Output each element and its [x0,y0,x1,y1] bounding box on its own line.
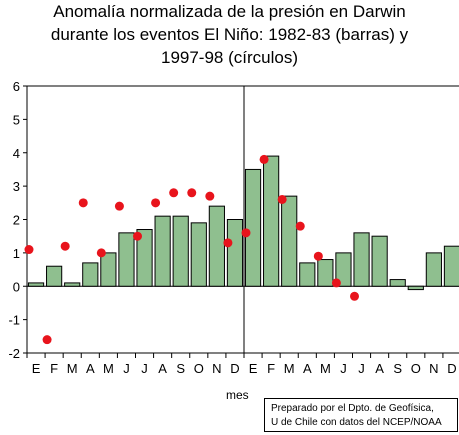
bar-1982-83 [118,232,135,287]
dot-1997-98 [223,238,233,248]
x-tick-label: J [340,361,347,376]
dot-1997-98 [241,228,251,238]
x-tick-label: J [358,361,365,376]
bar-1982-83 [100,252,117,287]
dot-1997-98 [259,154,269,164]
x-tick-label: N [429,361,438,376]
dot-1997-98 [78,198,88,208]
chart-title-line-3: 1997-98 (círculos) [160,48,298,67]
bar-1982-83 [299,262,316,287]
bar-1982-83 [244,168,262,287]
dot-1997-98 [295,221,305,231]
dot-1997-98 [313,251,323,261]
bar-1982-83 [335,252,352,287]
bar-1982-83 [281,195,298,287]
bar-1982-83 [443,245,459,287]
y-tick-label: 4 [13,146,20,161]
bar-1982-83 [263,155,280,287]
dot-1997-98 [205,191,215,201]
bar-1982-83 [82,262,99,287]
bar-1982-83 [27,282,45,287]
y-tick-label: 3 [13,179,20,194]
bar-1982-83 [136,229,153,287]
x-tick-label: D [230,361,239,376]
y-tick-label: 6 [13,79,20,94]
dot-1997-98 [96,248,106,258]
x-tick-label: N [212,361,221,376]
credit-line-2: U de Chile con datos del NCEP/NOAA [271,417,442,428]
x-tick-label: D [447,361,456,376]
y-tick-label: 0 [13,279,20,294]
x-tick-label: M [284,361,295,376]
dot-1997-98 [331,278,341,288]
bar-1982-83 [317,259,334,287]
x-tick-label: J [123,361,130,376]
dot-1997-98 [42,335,52,345]
dot-1997-98 [187,188,197,198]
dot-1997-98 [24,245,34,255]
bar-1982-83 [46,265,63,287]
x-tick-label: A [86,361,95,376]
dot-1997-98 [277,194,287,204]
x-tick-label: J [141,361,148,376]
x-axis-label: mes [226,388,249,402]
bar-1982-83 [190,222,207,287]
dot-1997-98 [114,201,124,211]
x-tick-label: F [267,361,275,376]
bar-1982-83 [64,282,81,287]
credit-box: Preparado por el Dpto. de Geofísica, U d… [264,398,458,432]
chart-title-line-2: durante los eventos El Niño: 1982-83 (ba… [50,25,409,44]
x-tick-label: E [32,361,41,376]
dot-1997-98 [151,198,161,208]
bar-1982-83 [389,279,406,287]
dot-1997-98 [350,291,359,301]
bar-1982-83 [208,205,225,287]
bar-1982-83 [353,232,370,287]
x-tick-label: O [194,361,204,376]
dot-1997-98 [169,188,179,198]
bar-1982-83 [371,235,388,287]
y-tick-label: 5 [13,112,20,127]
x-tick-label: F [50,361,58,376]
dot-1997-98 [60,241,70,251]
x-tick-label: O [411,361,421,376]
x-tick-label: S [393,361,402,376]
bar-1982-83 [226,219,244,287]
y-tick-label: 2 [13,213,20,228]
bar-1982-83 [425,252,442,287]
x-tick-label: M [67,361,78,376]
dot-1997-98 [133,231,142,241]
credit-line-1: Preparado por el Dpto. de Geofísica, [271,403,434,414]
x-tick-label: E [249,361,258,376]
x-tick-label: A [375,361,384,376]
x-tick-label: A [303,361,312,376]
y-tick-label: -1 [8,313,20,328]
y-tick-label: 1 [13,246,20,261]
x-tick-label: M [103,361,114,376]
chart-title-line-1: Anomalía normalizada de la presión en Da… [53,2,406,21]
y-tick-label: -2 [8,346,20,361]
bar-1982-83 [407,285,424,291]
x-tick-label: S [176,361,185,376]
x-tick-label: M [320,361,331,376]
bar-1982-83 [154,215,171,287]
bar-1982-83 [172,215,189,287]
x-tick-label: A [158,361,167,376]
